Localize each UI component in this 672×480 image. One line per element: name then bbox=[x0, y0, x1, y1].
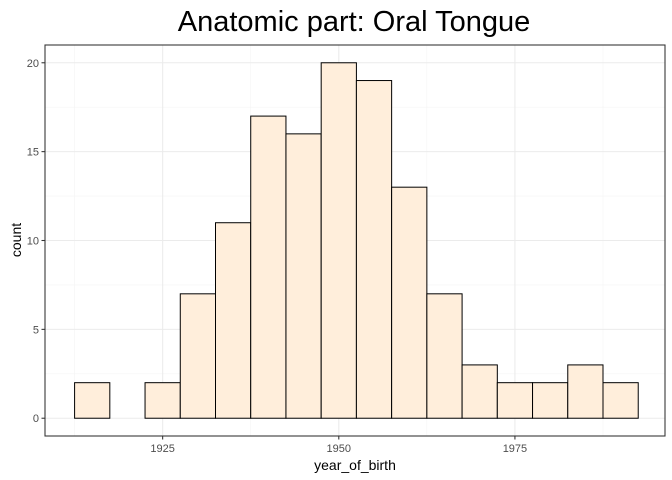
x-axis: 1925 1950 1975 bbox=[150, 436, 527, 455]
y-axis-title: count bbox=[8, 223, 24, 257]
histogram-bars bbox=[74, 62, 639, 419]
y-axis: 0 5 10 15 20 bbox=[27, 58, 45, 425]
histogram-bar bbox=[215, 222, 252, 419]
histogram-bar bbox=[250, 115, 287, 419]
y-tick-label: 20 bbox=[27, 58, 39, 70]
histogram-bar bbox=[602, 382, 639, 419]
histogram-bar bbox=[320, 62, 357, 419]
histogram-bar bbox=[461, 364, 498, 419]
histogram-bar bbox=[496, 382, 534, 419]
y-tick-label: 5 bbox=[33, 324, 39, 336]
y-tick-label: 10 bbox=[27, 236, 39, 248]
x-tick-label: 1925 bbox=[150, 443, 174, 455]
histogram-bar bbox=[74, 382, 111, 419]
histogram-bar bbox=[426, 293, 463, 419]
histogram-bar bbox=[285, 133, 322, 419]
chart-title: Anatomic part: Oral Tongue bbox=[178, 6, 531, 38]
y-tick-label: 15 bbox=[27, 147, 39, 159]
x-tick-label: 1950 bbox=[327, 443, 351, 455]
histogram-bar bbox=[567, 364, 604, 419]
histogram-bar bbox=[355, 80, 393, 419]
histogram-bar bbox=[532, 382, 569, 419]
y-tick-label: 0 bbox=[33, 413, 39, 425]
histogram-bar bbox=[391, 186, 428, 419]
x-axis-title: year_of_birth bbox=[314, 457, 396, 473]
histogram-bar bbox=[179, 293, 216, 419]
histogram-bar bbox=[144, 382, 181, 419]
x-tick-label: 1975 bbox=[503, 443, 527, 455]
